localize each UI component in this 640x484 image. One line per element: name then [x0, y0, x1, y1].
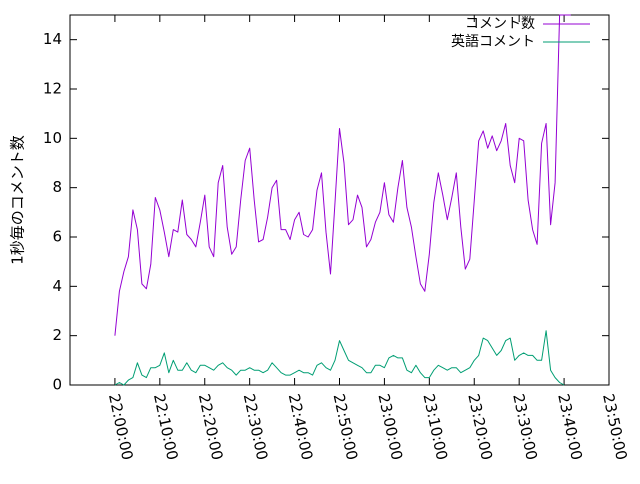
- x-tick-label: 22:00:00: [105, 392, 137, 462]
- y-tick-label: 8: [52, 178, 62, 196]
- y-tick-label: 14: [43, 30, 62, 48]
- x-tick-label: 23:50:00: [599, 392, 631, 462]
- x-tick-label: 23:20:00: [464, 392, 496, 462]
- x-tick-label: 23:00:00: [375, 392, 407, 462]
- x-tick-label: 23:10:00: [419, 392, 451, 462]
- x-tick-label: 23:40:00: [554, 392, 586, 462]
- series-line-2: [114, 330, 565, 386]
- y-tick-label: 0: [52, 376, 62, 394]
- x-tick-label: 22:10:00: [150, 392, 182, 462]
- x-tick-label: 22:20:00: [195, 392, 227, 462]
- y-tick-label: 6: [52, 228, 62, 246]
- legend-label-1: コメント数: [465, 16, 535, 32]
- y-axis-label: 1秒毎のコメント数: [9, 135, 27, 265]
- x-tick-label: 22:40:00: [285, 392, 317, 462]
- legend-label-2: 英語コメント: [451, 33, 535, 50]
- series-group: [114, 14, 571, 386]
- y-tick-label: 12: [43, 80, 62, 98]
- y-tick-label: 2: [52, 326, 62, 344]
- x-tick-label: 23:30:00: [509, 392, 541, 462]
- x-tick-label: 22:50:00: [330, 392, 362, 462]
- axes-group: 0 2 4 6 8 10 12 14 22:00:00 22:10:00 22:20:00 22:30…: [43, 14, 631, 462]
- x-tick-label: 22:30:00: [240, 392, 272, 462]
- y-tick-label: 10: [43, 129, 62, 147]
- y-tick-label: 4: [52, 277, 62, 295]
- series-line-1: [114, 14, 571, 336]
